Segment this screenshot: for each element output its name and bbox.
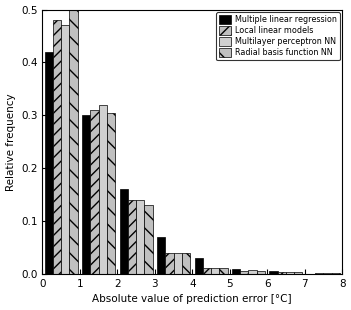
Bar (99, 105, 107, 274)
Bar (144, 205, 153, 274)
Bar (174, 253, 182, 274)
X-axis label: Absolute value of prediction error [°C]: Absolute value of prediction error [°C] (93, 294, 292, 304)
Bar (45, 52, 53, 274)
Bar (203, 268, 211, 274)
Bar (257, 271, 265, 274)
Bar (120, 189, 128, 274)
Bar (69, 10, 78, 274)
Bar (323, 273, 332, 274)
Bar (278, 272, 286, 274)
Bar (107, 113, 115, 274)
Bar (232, 269, 240, 274)
Bar (315, 273, 323, 274)
Bar (91, 110, 99, 274)
Legend: Multiple linear regression, Local linear models, Multilayer perceptron NN, Radia: Multiple linear regression, Local linear… (216, 12, 340, 60)
Bar (211, 268, 219, 274)
Bar (294, 272, 303, 274)
Bar (194, 258, 203, 274)
Bar (136, 200, 144, 274)
Bar (61, 25, 69, 274)
Bar (332, 273, 340, 274)
Bar (270, 271, 278, 274)
Bar (286, 272, 294, 274)
Bar (182, 253, 190, 274)
Bar (249, 270, 257, 274)
Bar (53, 20, 61, 274)
Bar (82, 115, 91, 274)
Bar (128, 200, 136, 274)
Y-axis label: Relative frequency: Relative frequency (6, 93, 15, 191)
Bar (219, 268, 227, 274)
Bar (157, 237, 165, 274)
Bar (240, 271, 249, 274)
Bar (165, 253, 174, 274)
